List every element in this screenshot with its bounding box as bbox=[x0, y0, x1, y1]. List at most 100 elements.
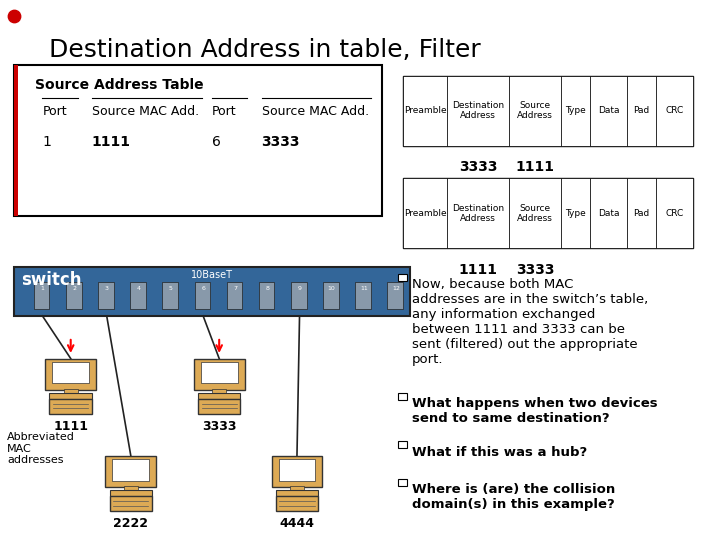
Text: Type: Type bbox=[565, 209, 586, 218]
Bar bbox=[34, 282, 50, 309]
Text: 1111: 1111 bbox=[53, 420, 89, 433]
Bar bbox=[124, 486, 138, 491]
Text: 3: 3 bbox=[104, 286, 109, 291]
Bar bbox=[398, 441, 408, 448]
Bar bbox=[198, 399, 240, 414]
Bar bbox=[398, 274, 408, 281]
Text: 1: 1 bbox=[42, 135, 51, 149]
Bar bbox=[259, 282, 274, 309]
Bar bbox=[112, 459, 149, 481]
Text: 2222: 2222 bbox=[113, 517, 148, 530]
Text: CRC: CRC bbox=[665, 209, 684, 218]
Bar bbox=[50, 399, 92, 414]
Text: 6: 6 bbox=[201, 286, 205, 291]
Bar bbox=[656, 178, 693, 248]
Bar bbox=[212, 389, 226, 394]
Bar bbox=[271, 456, 323, 487]
Text: 7: 7 bbox=[233, 286, 238, 291]
Text: Source Address Table: Source Address Table bbox=[35, 78, 204, 92]
Text: 1111: 1111 bbox=[459, 263, 498, 277]
Bar bbox=[398, 479, 408, 486]
Bar bbox=[290, 486, 304, 491]
Text: Source MAC Add.: Source MAC Add. bbox=[92, 105, 199, 118]
Bar bbox=[45, 359, 96, 390]
Bar bbox=[130, 282, 146, 309]
Text: Source
Address: Source Address bbox=[517, 204, 553, 223]
Text: Source
Address: Source Address bbox=[517, 101, 553, 120]
Text: 6: 6 bbox=[212, 135, 221, 149]
Bar bbox=[387, 282, 403, 309]
Text: Source MAC Add.: Source MAC Add. bbox=[261, 105, 369, 118]
Bar bbox=[403, 76, 693, 146]
Text: 1111: 1111 bbox=[92, 135, 131, 149]
Bar bbox=[627, 76, 656, 146]
Bar bbox=[109, 490, 152, 496]
Bar bbox=[561, 76, 590, 146]
Bar bbox=[323, 282, 338, 309]
Bar bbox=[194, 282, 210, 309]
Bar bbox=[279, 459, 315, 481]
Bar bbox=[590, 178, 627, 248]
Bar bbox=[201, 362, 238, 383]
Text: Port: Port bbox=[212, 105, 237, 118]
Text: 1111: 1111 bbox=[516, 160, 554, 174]
Text: Pad: Pad bbox=[634, 106, 649, 115]
Bar bbox=[53, 362, 89, 383]
Text: Type: Type bbox=[565, 106, 586, 115]
Text: Data: Data bbox=[598, 106, 619, 115]
Text: 12: 12 bbox=[392, 286, 400, 291]
Bar bbox=[14, 65, 19, 216]
Bar bbox=[447, 76, 510, 146]
Bar bbox=[163, 282, 178, 309]
Bar bbox=[66, 282, 81, 309]
Bar bbox=[398, 393, 408, 400]
Text: 2: 2 bbox=[73, 286, 76, 291]
Text: 11: 11 bbox=[360, 286, 368, 291]
Text: Port: Port bbox=[42, 105, 67, 118]
Bar bbox=[194, 359, 245, 390]
Point bbox=[9, 12, 20, 21]
Bar bbox=[276, 490, 318, 496]
Bar bbox=[227, 282, 243, 309]
Text: Now, because both MAC
addresses are in the switch’s table,
any information excha: Now, because both MAC addresses are in t… bbox=[413, 278, 649, 366]
Text: 4444: 4444 bbox=[279, 517, 315, 530]
Text: 3333: 3333 bbox=[202, 420, 236, 433]
Text: Pad: Pad bbox=[634, 209, 649, 218]
Bar bbox=[109, 496, 152, 511]
Bar bbox=[14, 65, 382, 216]
Text: What happens when two devices
send to same destination?: What happens when two devices send to sa… bbox=[413, 397, 658, 425]
Bar bbox=[14, 267, 410, 316]
Bar bbox=[291, 282, 307, 309]
Text: 9: 9 bbox=[297, 286, 302, 291]
Text: 1: 1 bbox=[40, 286, 45, 291]
Text: Destination
Address: Destination Address bbox=[452, 204, 504, 223]
Bar bbox=[403, 178, 693, 248]
Bar bbox=[356, 282, 371, 309]
Text: 8: 8 bbox=[266, 286, 269, 291]
Text: 10BaseT: 10BaseT bbox=[191, 270, 233, 280]
Bar bbox=[98, 282, 114, 309]
Text: Where is (are) the collision
domain(s) in this example?: Where is (are) the collision domain(s) i… bbox=[413, 483, 616, 511]
Text: 4: 4 bbox=[137, 286, 141, 291]
Bar bbox=[403, 76, 447, 146]
Text: Destination Address in table, Filter: Destination Address in table, Filter bbox=[50, 38, 481, 62]
Text: 10: 10 bbox=[328, 286, 336, 291]
Text: switch: switch bbox=[21, 271, 81, 288]
Text: Preamble: Preamble bbox=[404, 106, 446, 115]
Bar bbox=[561, 178, 590, 248]
Text: 5: 5 bbox=[169, 286, 173, 291]
Bar bbox=[447, 178, 510, 248]
Text: 3333: 3333 bbox=[516, 263, 554, 277]
Text: What if this was a hub?: What if this was a hub? bbox=[413, 446, 588, 458]
Bar bbox=[510, 178, 561, 248]
Bar bbox=[276, 496, 318, 511]
Bar bbox=[656, 76, 693, 146]
Text: 3333: 3333 bbox=[459, 160, 498, 174]
Text: Destination
Address: Destination Address bbox=[452, 101, 504, 120]
Bar bbox=[627, 178, 656, 248]
Text: Data: Data bbox=[598, 209, 619, 218]
Text: Abbreviated
MAC
addresses: Abbreviated MAC addresses bbox=[7, 432, 75, 465]
Bar bbox=[105, 456, 156, 487]
Bar bbox=[63, 389, 78, 394]
Bar bbox=[403, 178, 447, 248]
